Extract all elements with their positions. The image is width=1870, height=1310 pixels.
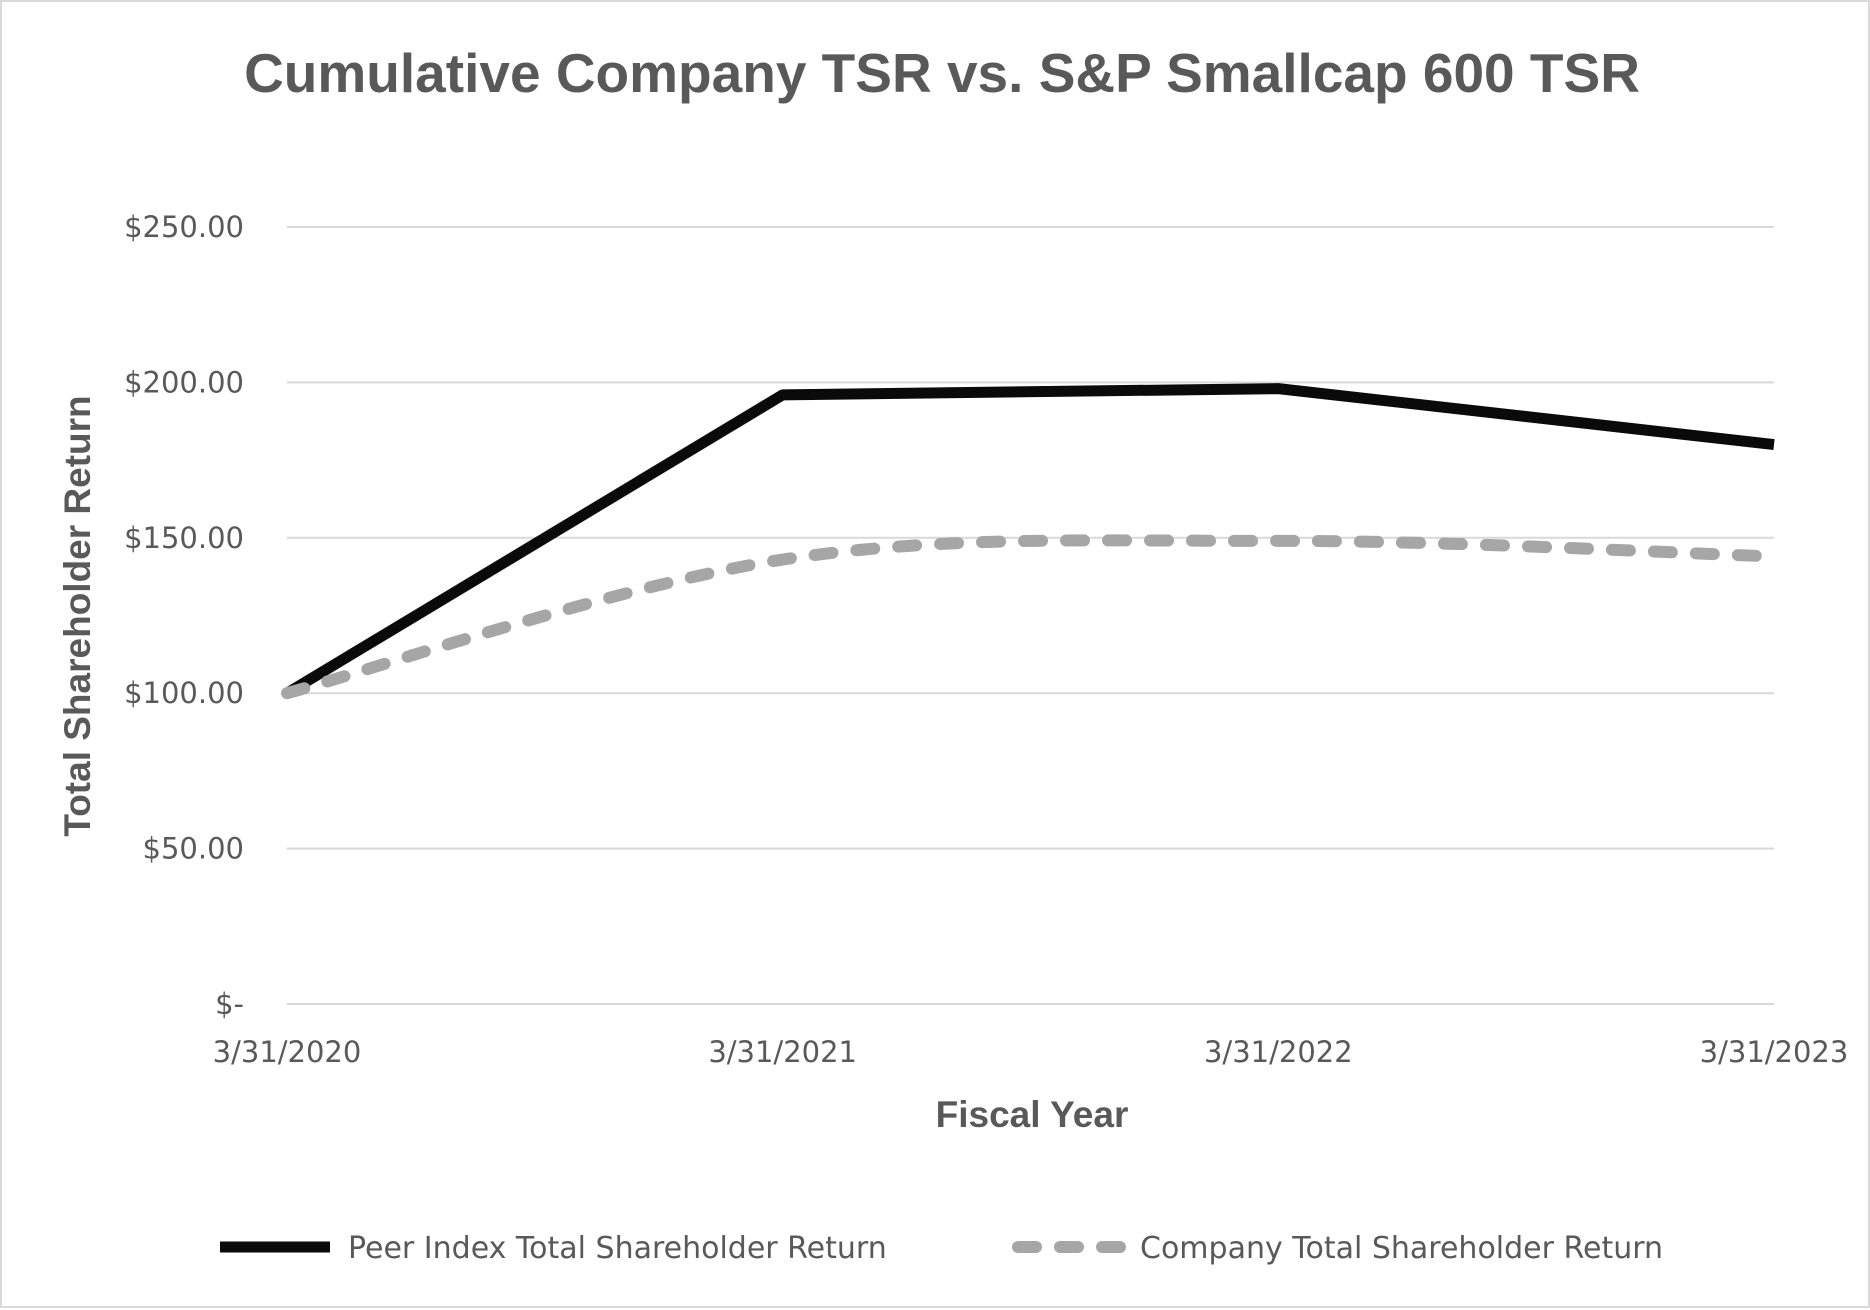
y-axis-title: Total Shareholder Return [57,395,98,836]
y-tick-label: $- [215,987,244,1021]
y-tick-label: $50.00 [143,832,244,866]
y-tick-label: $200.00 [124,365,244,399]
x-axis-title: Fiscal Year [936,1094,1129,1135]
x-tick-label: 3/31/2021 [708,1035,857,1069]
chart-title: Cumulative Company TSR vs. S&P Smallcap … [244,42,1640,104]
y-tick-label: $150.00 [124,521,244,555]
x-tick-label: 3/31/2022 [1204,1035,1353,1069]
y-tick-label: $250.00 [124,210,244,244]
y-tick-label: $100.00 [124,676,244,710]
legend-label: Company Total Shareholder Return [1140,1231,1663,1266]
legend-label: Peer Index Total Shareholder Return [348,1231,887,1266]
x-tick-label: 3/31/2023 [1700,1035,1849,1069]
x-tick-label: 3/31/2020 [213,1035,362,1069]
